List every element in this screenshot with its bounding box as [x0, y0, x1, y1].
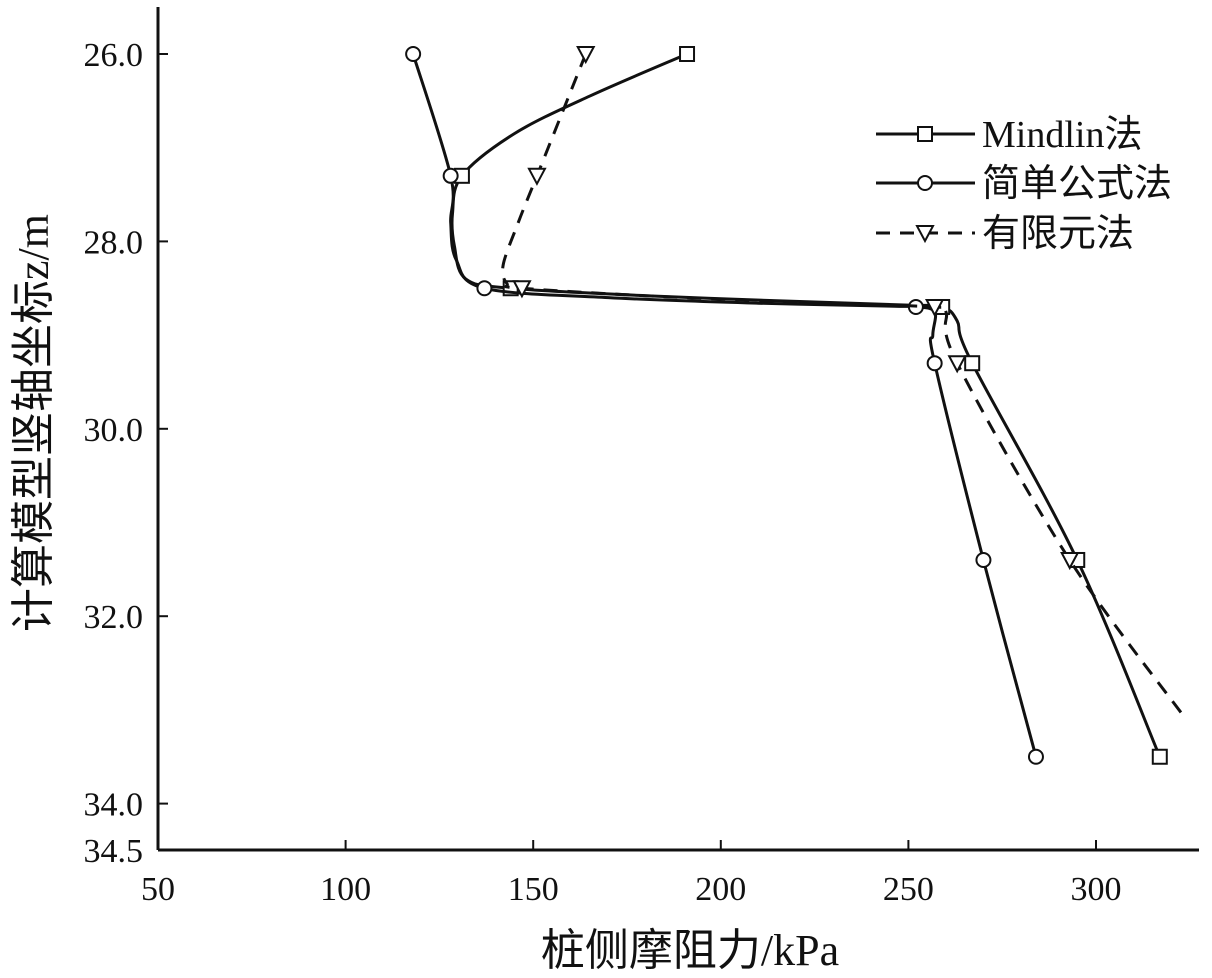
data-point-mindlin [1151, 748, 1168, 765]
data-point-fem [924, 298, 945, 318]
data-point-fem [512, 280, 532, 299]
y-tick-label: 32.0 [84, 599, 144, 636]
data-point-fem [947, 355, 967, 374]
legend-marker-simple-formula [917, 175, 933, 191]
x-axis-title: 桩侧摩阻力/kPa [541, 926, 839, 975]
data-point-simple-formula [405, 46, 422, 62]
x-tick-label: 50 [141, 871, 175, 908]
legend-label-simple-formula: 简单公式法 [982, 163, 1172, 205]
y-tick-label: 34.0 [84, 787, 144, 824]
x-tick-label: 300 [1071, 871, 1122, 908]
axes: 50 100 150 200 250 300 26.0 28.0 30.0 32.0 34.0 34.… [84, 7, 1199, 908]
data-point-fem [576, 46, 596, 65]
legend-marker-fem [915, 225, 935, 244]
series-layer [405, 46, 1188, 765]
data-point-simple-formula [1027, 748, 1044, 765]
y-tick-label: 34.5 [84, 833, 144, 870]
y-tick-label: 30.0 [84, 412, 144, 449]
legend-marker-mindlin [917, 126, 933, 142]
data-point-mindlin [964, 355, 981, 372]
data-point-fem [527, 167, 547, 186]
data-point-simple-formula [926, 355, 943, 372]
x-tick-label: 100 [320, 871, 371, 908]
data-point-fem [1060, 551, 1080, 571]
y-tick-label: 28.0 [84, 224, 144, 261]
series-simple-formula [405, 46, 1044, 765]
x-tick-label: 150 [508, 871, 559, 908]
data-point-simple-formula [476, 280, 493, 297]
data-point-simple-formula [975, 551, 992, 568]
legend-label-mindlin: Mindlin法 [982, 114, 1142, 156]
x-tick-label: 200 [695, 871, 746, 908]
data-point-mindlin [679, 46, 696, 62]
series-fem [501, 46, 1188, 721]
y-axis-title: 计算模型竖轴坐标z/m [9, 214, 58, 632]
x-tick-label: 250 [883, 871, 934, 908]
data-point-simple-formula [442, 167, 459, 184]
legend-label-fem: 有限元法 [982, 213, 1134, 255]
y-tick-label: 26.0 [84, 37, 144, 74]
series-line-simple-formula [411, 53, 1038, 758]
series-line-mindlin [450, 52, 1162, 758]
